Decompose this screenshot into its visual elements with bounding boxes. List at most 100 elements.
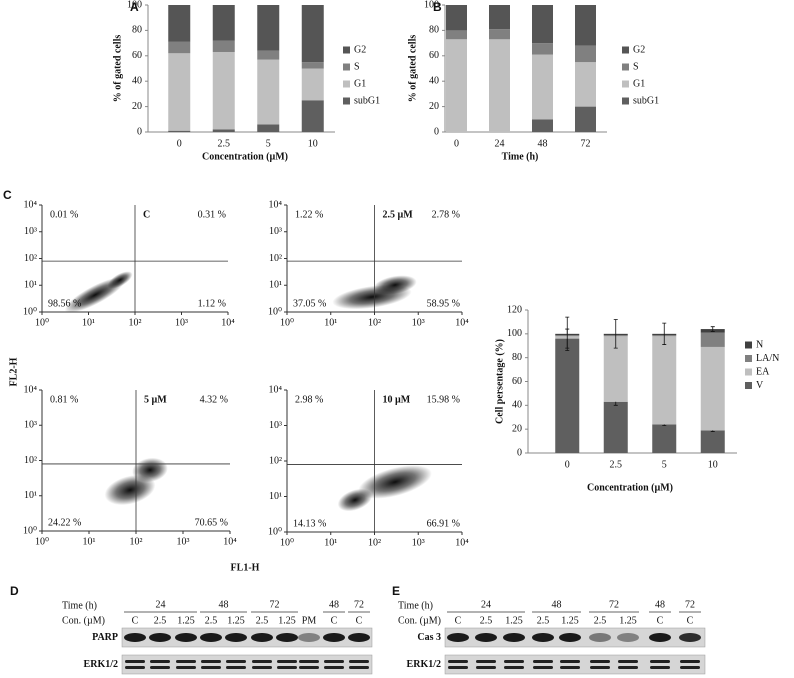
panel-letter: B bbox=[433, 0, 442, 14]
legend-label: LA/N bbox=[756, 353, 779, 364]
bar-segment bbox=[212, 129, 235, 132]
legend-label: S bbox=[354, 61, 360, 72]
lane-label: C bbox=[687, 615, 694, 626]
row-label: ERK1/2 bbox=[84, 659, 118, 670]
blot-band bbox=[200, 633, 222, 642]
y-tick-label: 60 bbox=[132, 50, 142, 61]
blot-band bbox=[323, 633, 345, 642]
error-bar bbox=[662, 322, 667, 345]
y-tick-label: 80 bbox=[132, 25, 142, 36]
blot-band bbox=[617, 633, 639, 642]
x-tick-label: 10⁴ bbox=[455, 317, 469, 328]
bar-segment bbox=[532, 54, 553, 120]
y-axis-label: % of gated cells bbox=[407, 35, 418, 103]
group-label: 48 bbox=[655, 599, 665, 610]
group-label: 24 bbox=[481, 599, 491, 610]
y-tick-label: 10¹ bbox=[24, 490, 37, 501]
y-tick-label: 20 bbox=[132, 101, 142, 112]
lane-label: 1.25 bbox=[177, 615, 195, 626]
bar-segment bbox=[489, 5, 510, 30]
quadrant-label: 0.31 % bbox=[198, 209, 226, 220]
x-tick-label: 10 bbox=[708, 459, 718, 470]
blot-band bbox=[532, 633, 554, 642]
legend-label: G1 bbox=[633, 78, 645, 89]
lane-label: C bbox=[455, 615, 462, 626]
bar-segment bbox=[301, 62, 324, 69]
blot-band bbox=[299, 666, 319, 669]
y-tick-label: 10³ bbox=[269, 226, 282, 237]
blot-band bbox=[125, 666, 145, 669]
x-axis-label: Concentration (µM) bbox=[202, 151, 288, 162]
x-tick-label: 10¹ bbox=[82, 317, 95, 328]
bar-segment bbox=[700, 430, 725, 453]
legend-swatch bbox=[343, 63, 350, 71]
quadrant-label: 66.91 % bbox=[427, 518, 460, 529]
density-cloud bbox=[373, 275, 417, 295]
group-label: 72 bbox=[685, 599, 695, 610]
blot-band bbox=[476, 666, 496, 669]
bar-segment bbox=[532, 43, 553, 55]
group-label: 72 bbox=[609, 599, 619, 610]
lane-label: 1.25 bbox=[561, 615, 579, 626]
x-axis-label: Time (h) bbox=[502, 151, 539, 162]
lane-label: C bbox=[331, 615, 338, 626]
bar-segment bbox=[301, 100, 324, 132]
legend-label: G1 bbox=[354, 78, 366, 89]
y-tick-label: 20 bbox=[512, 423, 522, 434]
quadrant-label: 0.01 % bbox=[50, 209, 78, 220]
bar-segment bbox=[555, 338, 580, 453]
x-tick-label: 10⁰ bbox=[280, 537, 294, 548]
blot-band bbox=[349, 660, 369, 663]
y-tick-label: 10² bbox=[24, 253, 37, 264]
y-tick-label: 0 bbox=[517, 447, 522, 458]
blot-strip bbox=[121, 654, 373, 675]
quadrant-label: 2.98 % bbox=[295, 394, 323, 405]
lane-label: 2.5 bbox=[256, 615, 269, 626]
y-tick-label: 10¹ bbox=[269, 491, 282, 502]
blot-band bbox=[225, 633, 247, 642]
lane-label: C bbox=[657, 615, 664, 626]
x-tick-label: 10³ bbox=[412, 317, 425, 328]
blot-band bbox=[590, 666, 610, 669]
blot-band bbox=[680, 660, 700, 663]
x-tick-label: 10⁰ bbox=[280, 317, 294, 328]
blot-band bbox=[252, 666, 272, 669]
bar-segment bbox=[168, 53, 191, 131]
bar-segment bbox=[212, 5, 235, 41]
blot-band bbox=[226, 666, 246, 669]
bar-segment bbox=[700, 332, 725, 347]
x-tick-label: 48 bbox=[538, 138, 548, 149]
time-label: Time (h) bbox=[398, 600, 433, 611]
lane-label: 2.5 bbox=[205, 615, 218, 626]
x-tick-label: 10⁰ bbox=[35, 536, 49, 547]
plot-title: 2.5 µM bbox=[383, 209, 414, 220]
bar-segment bbox=[168, 41, 191, 54]
y-tick-label: 80 bbox=[512, 352, 522, 363]
bar-segment bbox=[257, 59, 280, 125]
blot-band bbox=[447, 633, 469, 642]
plot-title: 10 µM bbox=[383, 394, 411, 405]
blot-band bbox=[476, 660, 496, 663]
group-label: 48 bbox=[552, 599, 562, 610]
row-label: PARP bbox=[92, 632, 118, 643]
blot-band bbox=[618, 660, 638, 663]
bar-segment bbox=[532, 5, 553, 44]
legend-swatch bbox=[622, 46, 629, 54]
quadrant-label: 4.32 % bbox=[200, 394, 228, 405]
y-tick-label: 10⁰ bbox=[23, 306, 37, 317]
x-tick-label: 10² bbox=[130, 536, 143, 547]
quadrant-label: 1.12 % bbox=[198, 298, 226, 309]
row-label: Cas 3 bbox=[417, 632, 441, 643]
legend-label: G2 bbox=[633, 44, 645, 55]
y-tick-label: 10⁰ bbox=[23, 525, 37, 536]
quadrant-label: 2.78 % bbox=[432, 209, 460, 220]
y-tick-label: 0 bbox=[137, 126, 142, 137]
x-tick-label: 10² bbox=[129, 317, 142, 328]
conc-label: Con. (µM) bbox=[62, 615, 105, 626]
density-cloud bbox=[107, 271, 133, 289]
lane-label: 1.25 bbox=[278, 615, 296, 626]
legend-label: EA bbox=[756, 366, 770, 377]
x-tick-label: 10 bbox=[308, 138, 318, 149]
quadrant-label: 70.65 % bbox=[195, 517, 228, 528]
